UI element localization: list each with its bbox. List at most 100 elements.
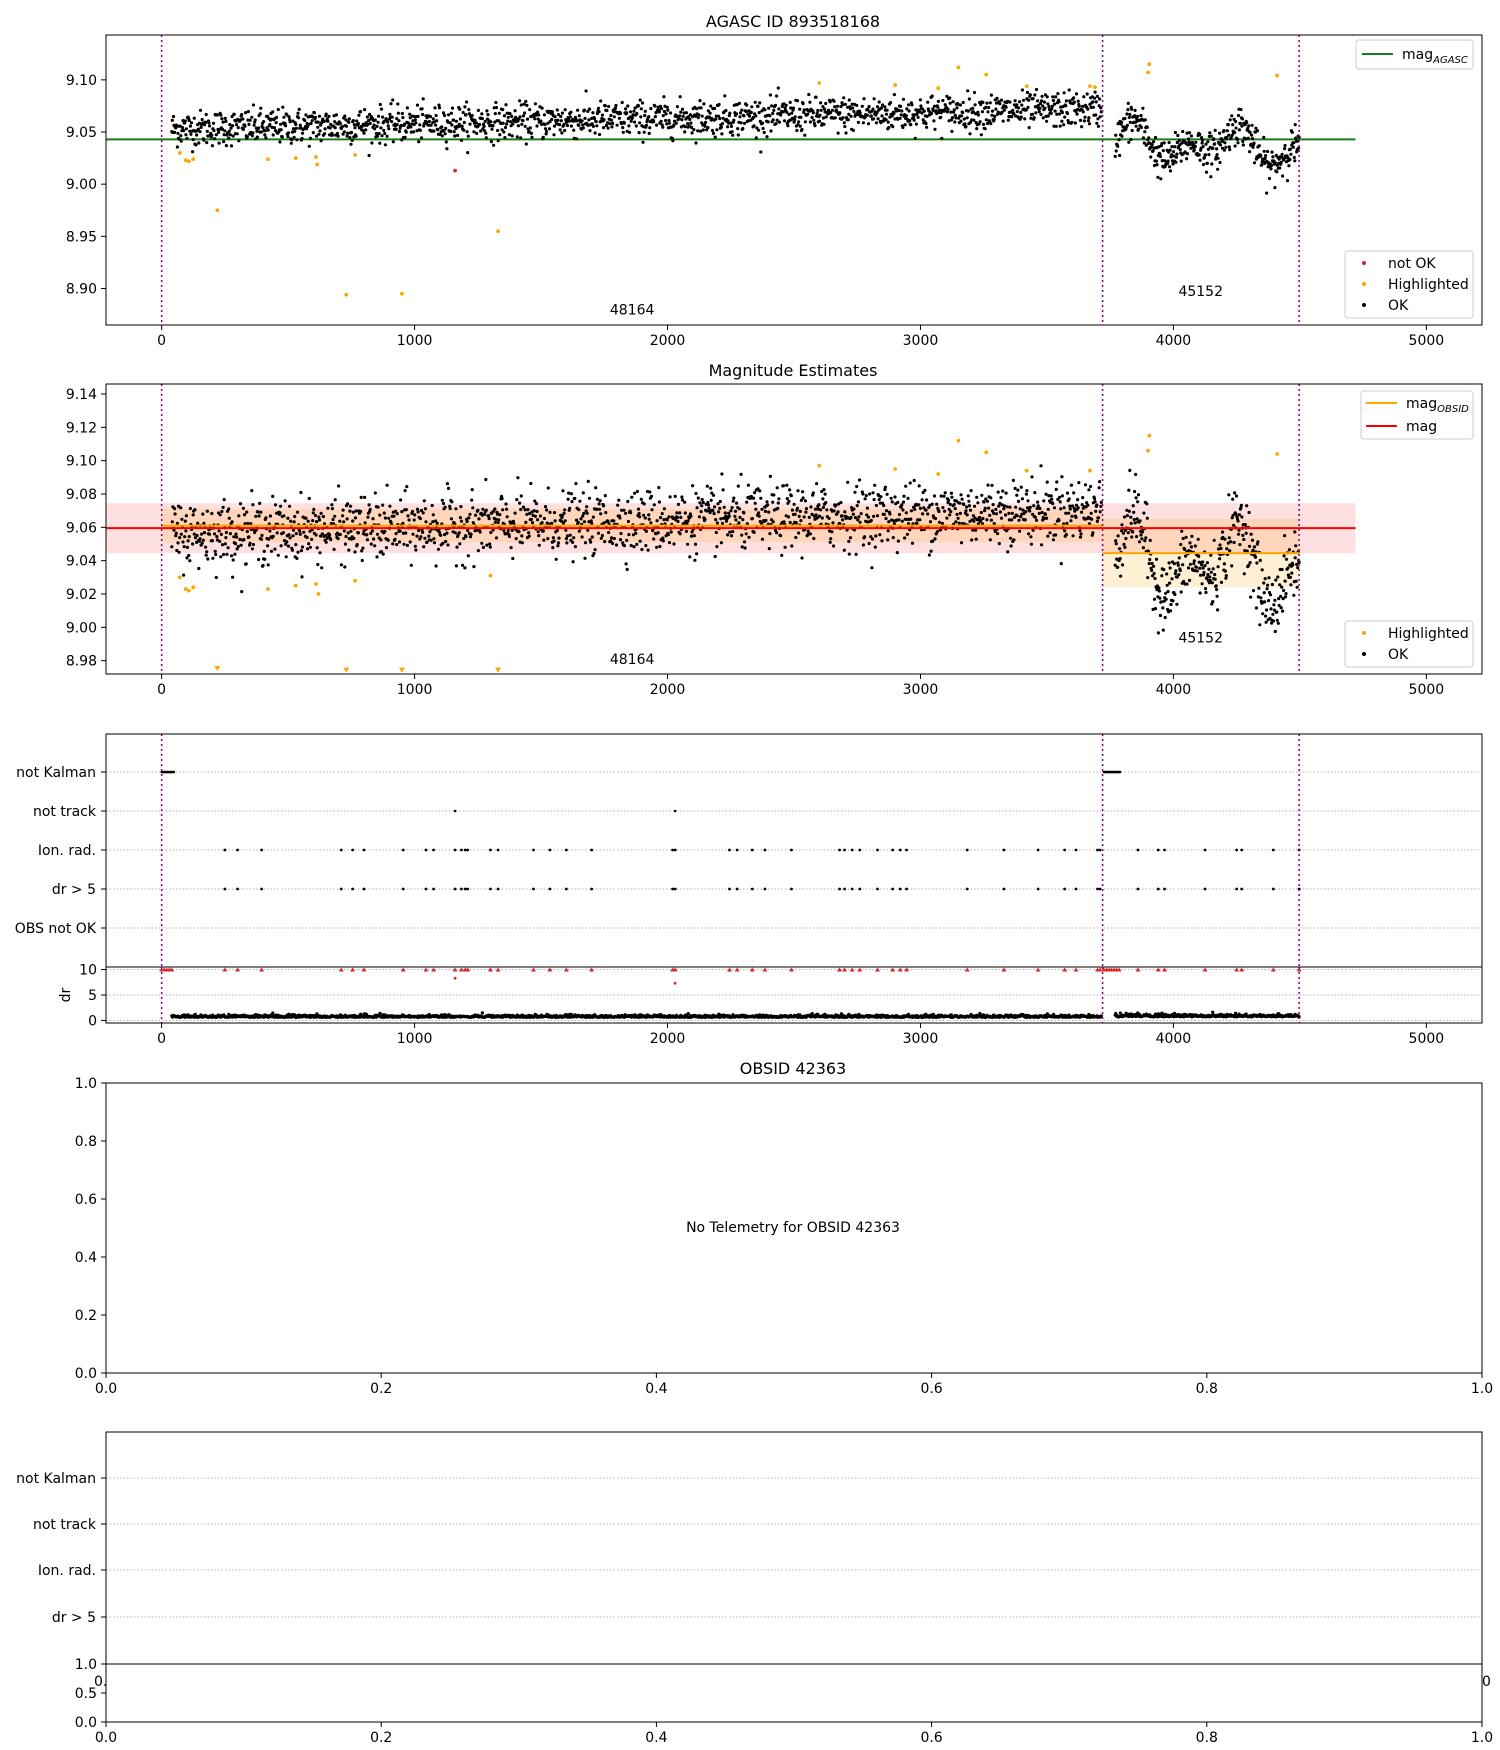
data-point-ok [252, 123, 256, 127]
dr-gt-5-mark [532, 887, 535, 891]
data-point-ok [767, 106, 771, 110]
data-point-ok [1289, 152, 1293, 156]
data-point-ok [659, 119, 663, 123]
data-point-ok [384, 118, 389, 122]
data-point-ok [802, 108, 806, 112]
data-point-ok [788, 100, 792, 104]
data-point-ok [1166, 161, 1170, 166]
data-point-ok [278, 511, 282, 515]
data-point-ok [563, 108, 567, 112]
data-point-ok [448, 121, 452, 125]
ion-rad-mark [590, 848, 594, 852]
ion-rad-mark [532, 848, 535, 852]
data-point-ok [581, 123, 585, 127]
data-point-ok [229, 126, 233, 130]
data-point-ok [1089, 511, 1093, 515]
data-point-ok [192, 116, 196, 120]
data-point-ok [490, 127, 494, 131]
data-point-ok [1067, 88, 1071, 92]
data-point-ok [1218, 131, 1222, 135]
data-point-ok [840, 514, 844, 518]
data-point-ok [1006, 550, 1010, 554]
data-point-ok [468, 122, 472, 126]
data-point-ok [188, 559, 192, 563]
data-point-ok [1239, 107, 1243, 112]
data-point-ok [749, 110, 753, 114]
data-point-ok [926, 512, 930, 516]
data-point-ok [1231, 123, 1235, 127]
data-point-ok [593, 131, 597, 135]
data-point-ok [423, 507, 427, 511]
data-point-ok [579, 517, 583, 521]
data-point-highlighted [817, 81, 822, 85]
data-point-ok [218, 539, 222, 544]
ion-rad-mark [750, 848, 754, 852]
data-point-ok [571, 560, 575, 564]
data-point-ok [378, 141, 382, 145]
data-point-ok [1290, 130, 1294, 134]
data-point-ok [248, 118, 252, 122]
data-point-ok [981, 122, 986, 126]
data-point-ok [273, 547, 277, 551]
data-point-ok [841, 116, 845, 120]
data-point-ok [485, 109, 489, 113]
data-point-ok [785, 497, 789, 501]
data-point-ok [667, 515, 671, 519]
data-point-ok [1029, 542, 1033, 546]
legend-highlighted: Highlighted [1388, 277, 1469, 293]
data-point-ok [187, 118, 191, 123]
data-point-ok [632, 545, 636, 549]
data-point-ok [1275, 610, 1279, 614]
data-point-ok [932, 119, 936, 123]
data-point-ok [757, 511, 761, 515]
data-point-ok [933, 127, 937, 131]
data-point-ok [798, 509, 802, 513]
data-point-ok [1201, 138, 1205, 142]
data-point-ok [559, 114, 563, 119]
data-point-ok [295, 510, 300, 514]
data-point-ok [1230, 564, 1234, 568]
data-point-ok [727, 114, 731, 118]
data-point-ok [441, 501, 446, 506]
data-point-highlighted [315, 162, 320, 167]
data-point-ok [218, 513, 222, 517]
data-point-ok [198, 537, 202, 541]
data-point-ok [884, 112, 889, 116]
data-point-ok [1227, 145, 1231, 149]
data-point-ok [661, 539, 665, 543]
data-point-ok [611, 541, 615, 546]
data-point-ok [710, 128, 715, 133]
data-point-ok [534, 502, 539, 506]
data-point-ok [852, 109, 856, 114]
data-point-ok [1064, 104, 1068, 108]
data-point-ok [647, 131, 651, 135]
data-point-ok [791, 106, 796, 110]
data-point-ok [786, 124, 790, 128]
data-point-ok [1229, 540, 1233, 544]
data-point-ok [877, 100, 881, 104]
data-point-ok [630, 116, 634, 120]
x-tick-label: 0 [157, 333, 166, 349]
data-point-ok [967, 499, 971, 503]
data-point-ok [937, 520, 942, 524]
data-point-ok [1226, 541, 1230, 545]
data-point-ok [236, 126, 240, 130]
data-point-ok [1004, 105, 1008, 109]
data-point-ok [679, 515, 683, 520]
data-point-ok [353, 516, 358, 520]
data-point-ok [667, 541, 672, 545]
data-point-ok [509, 120, 513, 124]
data-point-ok [943, 103, 947, 107]
data-point-ok [1043, 512, 1048, 517]
data-point-ok [758, 489, 762, 493]
data-point-ok [1162, 141, 1166, 145]
data-point-ok [1012, 538, 1016, 542]
data-point-ok [684, 111, 689, 115]
data-point-ok [280, 135, 284, 139]
data-point-ok [835, 104, 840, 108]
data-point-ok [492, 143, 496, 147]
data-point-ok [561, 489, 565, 493]
data-point-ok [485, 543, 489, 547]
data-point-ok [181, 540, 185, 544]
data-point-ok [506, 528, 510, 533]
